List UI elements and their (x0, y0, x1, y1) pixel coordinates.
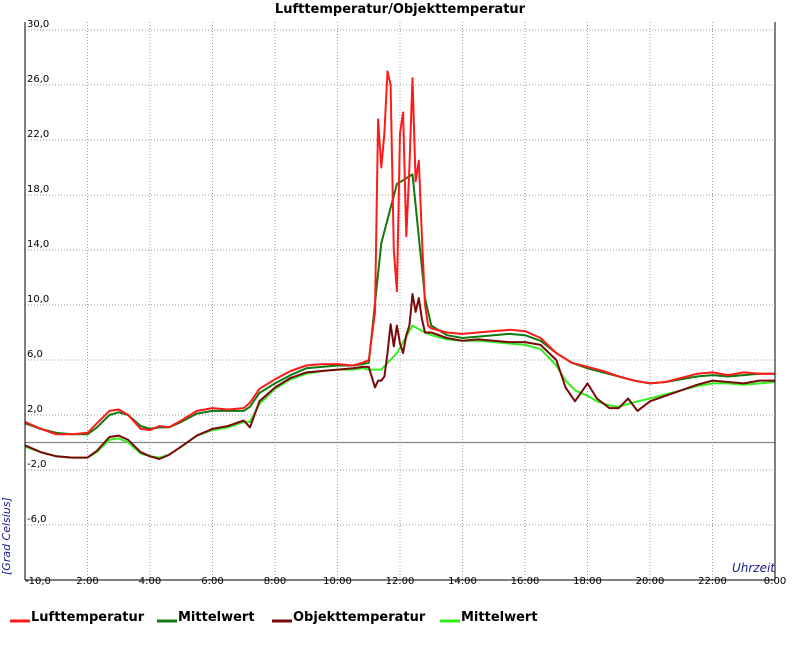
x-tick-label: 20:00 (636, 576, 665, 587)
x-tick-label: 16:00 (511, 576, 540, 587)
series-line-3 (24, 293, 775, 460)
chart-title: Lufttemperatur/Objekttemperatur (275, 2, 526, 17)
x-tick-label: 18:00 (573, 576, 602, 587)
x-axis-label: Uhrzeit (732, 561, 776, 575)
x-tick-label: 14:00 (448, 576, 477, 587)
legend: Lufttemperatur Mittelwert Objekttemperatur… (10, 610, 538, 625)
legend-label-1: Lufttemperatur (31, 610, 145, 625)
y-tick-label: -6,0 (27, 514, 47, 525)
x-tick-labels: -10,0 2:00 4:00 6:00 8:00 10:00 12:00 14:00 16:0… (25, 576, 786, 587)
legend-label-2: Mittelwert (178, 610, 255, 625)
y-tick-label: -2,0 (27, 459, 47, 470)
x-tick-label: 0:00 (764, 576, 786, 587)
series-line-1 (24, 70, 775, 436)
x-tick-label: 22:00 (698, 576, 727, 587)
y-tick-label: 14,0 (27, 239, 49, 250)
plot-area (25, 22, 775, 572)
axes (24, 22, 776, 581)
y-tick-label: 22,0 (27, 129, 49, 140)
y-axis-label: [Grad Celsius] (0, 497, 13, 575)
y-tick-label: 30,0 (27, 19, 49, 30)
x-tick-label: 12:00 (386, 576, 415, 587)
y-tick-label: 10,0 (27, 294, 49, 305)
y-tick-label: 18,0 (27, 184, 49, 195)
y-tick-label: 26,0 (27, 74, 49, 85)
x-tick-label: -10,0 (25, 576, 51, 587)
x-tick-label: 6:00 (201, 576, 223, 587)
legend-label-3: Objekttemperatur (293, 610, 426, 625)
x-tick-label: 4:00 (139, 576, 161, 587)
y-tick-labels: 30,0 26,0 22,0 18,0 14,0 10,0 6,0 2,0 -2,0 -6,0 (27, 19, 49, 525)
x-tick-label: 8:00 (264, 576, 286, 587)
y-tick-label: 2,0 (27, 404, 43, 415)
y-tick-label: 6,0 (27, 349, 43, 360)
legend-label-4: Mittelwert (461, 610, 538, 625)
grid-lines (24, 22, 776, 580)
x-tick-label: 2:00 (76, 576, 98, 587)
series-lines (24, 70, 776, 460)
x-tick-label: 10:00 (323, 576, 352, 587)
